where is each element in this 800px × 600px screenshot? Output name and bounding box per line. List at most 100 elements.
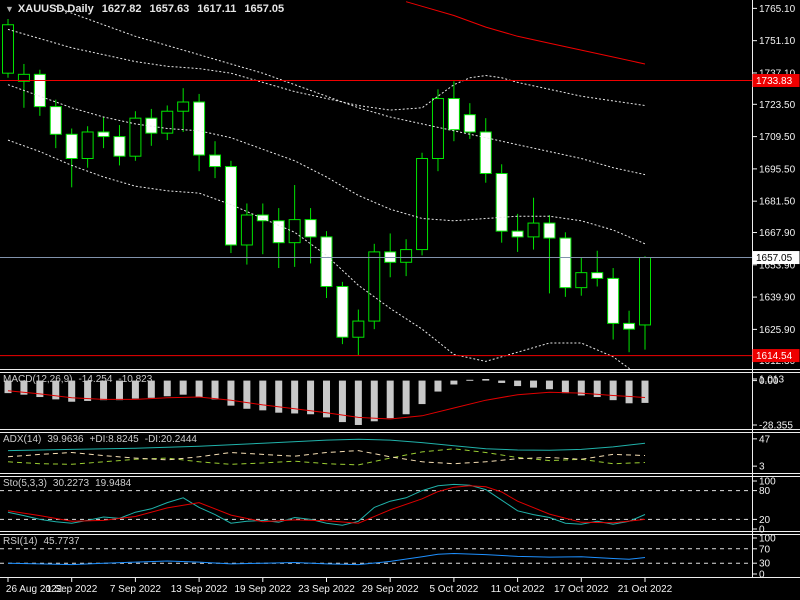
sto-name: Sto(5,3,3) — [3, 478, 47, 489]
candle-bull — [575, 272, 588, 289]
macd-histogram-bar — [450, 380, 458, 385]
rsi-panel — [0, 548, 752, 566]
time-label: 13 Sep 2022 — [171, 584, 228, 595]
macd-histogram-bar — [163, 380, 171, 397]
time-label: 7 Sep 2022 — [110, 584, 162, 595]
macd-histogram-bar — [338, 380, 346, 423]
macd-main-value: -14.254 — [78, 374, 113, 385]
macd-histogram-bar — [84, 380, 92, 401]
sto-axis-label: 20 — [759, 515, 771, 526]
rsi-axis-label: 100 — [759, 534, 776, 545]
macd-indicator-label: MACD(12,26,9) -14.254 -10.823 — [3, 374, 158, 386]
macd-panel — [4, 379, 649, 425]
adx-axis-label: 47 — [759, 434, 771, 445]
macd-histogram-bar — [275, 380, 283, 413]
candle-bear — [607, 277, 620, 324]
macd-histogram-bar — [625, 380, 633, 404]
sto-main-value: 30.2273 — [52, 478, 90, 489]
sto-axis-label: 80 — [759, 486, 771, 497]
bb_lower-line — [7, 139, 633, 370]
macd-histogram-bar — [227, 380, 235, 406]
panel-divider-rsi[interactable] — [0, 531, 800, 536]
time-label: 1 Sep 2022 — [46, 584, 98, 595]
panel-divider-sto[interactable] — [0, 473, 800, 478]
macd-histogram-bar — [466, 379, 474, 381]
candle-bull — [129, 117, 142, 157]
macd-histogram-bar — [418, 380, 426, 405]
candle-bull — [431, 98, 444, 160]
price-tick-label: 1653.90 — [759, 260, 796, 271]
time-label: 5 Oct 2022 — [429, 584, 478, 595]
candle-bear — [97, 131, 110, 138]
macd-histogram-bar — [291, 380, 299, 414]
macd-name: MACD(12,26,9) — [3, 374, 73, 385]
macd-histogram-bar — [498, 380, 506, 383]
adx-axis-label: 3 — [759, 462, 765, 473]
macd-histogram-bar — [514, 380, 522, 387]
candle-bear — [65, 133, 78, 160]
price-marker-text: 1733.83 — [756, 76, 793, 87]
macd-histogram-bar — [370, 380, 378, 422]
candle-bear — [304, 219, 317, 238]
macd-histogram-bar — [323, 380, 330, 418]
macd-histogram-bar — [36, 380, 44, 398]
candle-bear — [113, 136, 126, 157]
candle-bear — [272, 220, 285, 244]
candle-bear — [320, 236, 333, 287]
macd-axis-label: -28.355 — [759, 420, 793, 431]
price-tick-label: 1695.50 — [759, 164, 796, 175]
macd-histogram-bar — [530, 380, 538, 388]
macd-histogram-bar — [482, 379, 490, 381]
sto-axis-label: 0 — [759, 525, 765, 536]
macd-histogram-bar — [211, 380, 219, 400]
macd-histogram-bar — [593, 380, 601, 398]
candle-bull — [400, 249, 413, 263]
price-axis[interactable] — [752, 0, 800, 577]
sto-axis-label: 100 — [759, 477, 776, 488]
candle-bear — [49, 106, 62, 135]
candle-bull — [240, 214, 253, 246]
price-tick-label: 1751.10 — [759, 36, 796, 47]
bar-low-value: 1617.11 — [197, 3, 237, 15]
time-axis[interactable] — [0, 578, 800, 600]
time-label: 19 Sep 2022 — [234, 584, 291, 595]
time-label: 17 Oct 2022 — [554, 584, 609, 595]
price-marker-text: 1614.54 — [756, 351, 793, 362]
candle-bear — [559, 237, 572, 289]
candle-bull — [368, 251, 381, 322]
macd-histogram-bar — [609, 380, 617, 401]
rsi-indicator-label: RSI(14) 45.7737 — [3, 536, 86, 548]
price-tick-label: 1723.50 — [759, 100, 796, 111]
macd-histogram-bar — [131, 380, 139, 399]
panel-divider-adx[interactable] — [0, 429, 800, 434]
price-marker-red — [752, 73, 800, 87]
price-tick-label: 1625.90 — [759, 325, 796, 336]
price-tick-label: 1765.10 — [759, 4, 796, 15]
macd-histogram-bar — [179, 380, 187, 395]
sto-signal-line — [7, 485, 646, 524]
candle-bear — [623, 322, 636, 330]
symbol-period-label: XAUUSD,Daily — [17, 3, 94, 15]
time-label: 26 Aug 2022 — [6, 584, 63, 595]
macd-histogram-bar — [577, 380, 585, 396]
rsi-line — [7, 552, 646, 566]
macd-axis-label: 1.013 — [759, 375, 784, 386]
chart-collapse-arrow-icon[interactable]: ▼ — [5, 4, 14, 14]
red-ma-line — [405, 1, 646, 65]
macd-histogram-bar — [354, 380, 362, 425]
sto-main-line — [7, 483, 646, 526]
macd-histogram-bar — [52, 380, 60, 400]
bb_upper-line — [7, 28, 646, 111]
sto-panel — [0, 483, 752, 526]
macd-signal-value: -10.823 — [118, 374, 153, 385]
candle-bear — [33, 73, 46, 108]
candle-bear — [591, 272, 604, 279]
panel-divider-macd[interactable] — [0, 369, 800, 374]
candle-bull — [17, 73, 30, 82]
price-marker-current — [752, 251, 800, 265]
candle-bear — [193, 101, 206, 156]
time-label: 21 Oct 2022 — [618, 584, 673, 595]
price-tick-label: 1681.50 — [759, 197, 796, 208]
